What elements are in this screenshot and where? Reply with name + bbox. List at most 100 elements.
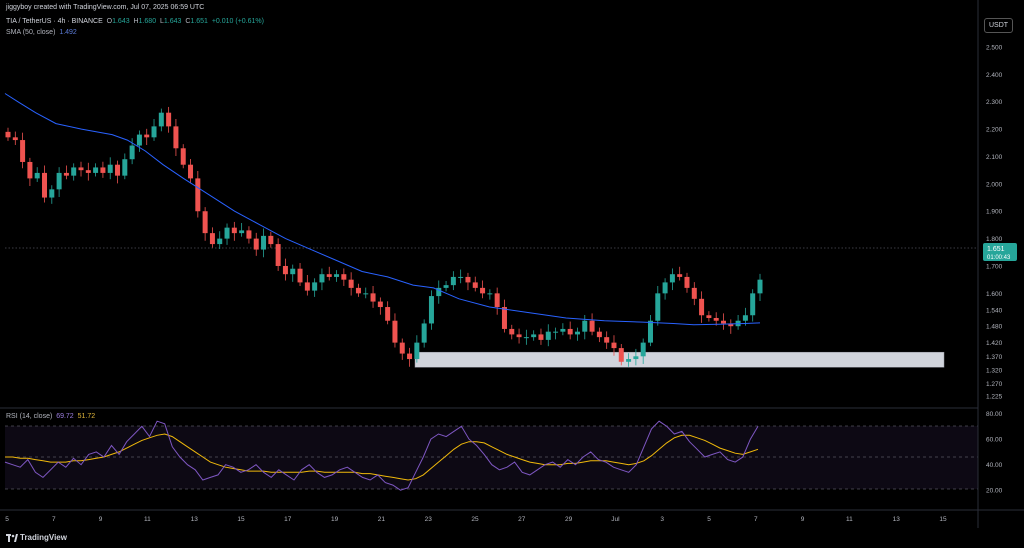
time-axis[interactable]: 5 7 9 11 13 15 17 19 21 23 25 27 29 Jul 3 5 7 9 11 13 15 bbox=[5, 516, 947, 523]
candle-body bbox=[253, 238, 259, 250]
candle-body bbox=[34, 172, 40, 179]
candle-body bbox=[662, 282, 668, 294]
candle-body bbox=[392, 320, 398, 343]
time-tick-label: 17 bbox=[284, 516, 292, 523]
currency-button[interactable]: USDT bbox=[984, 18, 1013, 33]
candle-body bbox=[377, 301, 383, 308]
candle-body bbox=[100, 167, 106, 173]
sma-legend[interactable]: SMA (50, close) 1.492 bbox=[6, 29, 77, 36]
candle-body bbox=[290, 268, 296, 275]
candle-body bbox=[93, 167, 99, 173]
candle-body bbox=[626, 359, 632, 362]
candle-body bbox=[85, 170, 91, 173]
sma-label[interactable]: SMA (50, close) bbox=[6, 29, 56, 36]
time-tick-label: 25 bbox=[471, 516, 479, 523]
time-tick-label: Jul bbox=[611, 516, 620, 523]
rsi-tick-label: 20.00 bbox=[986, 488, 1003, 495]
candle-body bbox=[618, 348, 624, 362]
candle-body bbox=[239, 230, 245, 234]
candle-body bbox=[750, 293, 756, 316]
sma-value: 1.492 bbox=[59, 29, 77, 36]
ohlc-h-label: H bbox=[133, 18, 139, 25]
rsi-axis[interactable]: 80.00 60.00 40.00 20.00 bbox=[986, 411, 1003, 495]
candle-body bbox=[713, 317, 719, 321]
candle-body bbox=[231, 227, 237, 234]
candle-body bbox=[122, 159, 128, 176]
price-tick-label: 1.800 bbox=[986, 236, 1003, 243]
candle-body bbox=[494, 293, 500, 308]
candle-body bbox=[261, 235, 267, 250]
candle-body bbox=[144, 134, 150, 138]
candle-body bbox=[151, 126, 157, 138]
time-tick-label: 23 bbox=[425, 516, 433, 523]
candle-body bbox=[480, 287, 486, 294]
ohlc-o-label: O bbox=[106, 18, 113, 25]
candle-body bbox=[275, 244, 281, 266]
price-panel[interactable] bbox=[4, 93, 978, 368]
candle-body bbox=[399, 342, 405, 354]
candle-body bbox=[158, 112, 164, 127]
candle-body bbox=[596, 331, 602, 338]
time-tick-label: 11 bbox=[846, 516, 853, 523]
ohlc-change: +0.010 (+0.61%) bbox=[211, 18, 264, 25]
time-tick-label: 15 bbox=[939, 516, 947, 523]
time-tick-label: 15 bbox=[237, 516, 245, 523]
badge-price: 1.651 bbox=[987, 246, 1005, 253]
symbol-name[interactable]: TIA / TetherUS · 4h · BINANCE bbox=[6, 18, 103, 25]
candle-body bbox=[699, 298, 705, 316]
candle-body bbox=[574, 331, 580, 335]
candle-body bbox=[78, 167, 84, 171]
candle-body bbox=[217, 238, 223, 245]
ohlc-c-label: C bbox=[185, 18, 191, 25]
price-tick-label: 1.420 bbox=[986, 340, 1003, 347]
candle-body bbox=[509, 328, 515, 335]
rsi-tick-label: 60.00 bbox=[986, 437, 1003, 444]
candles bbox=[5, 106, 763, 367]
rsi-legend[interactable]: RSI (14, close) 69.72 51.72 bbox=[6, 413, 95, 420]
candle-body bbox=[706, 315, 712, 318]
candle-body bbox=[246, 230, 252, 239]
candle-body bbox=[472, 282, 478, 288]
price-tick-label: 2.300 bbox=[986, 99, 1003, 106]
candle-body bbox=[312, 282, 318, 291]
candle-body bbox=[5, 131, 11, 138]
candle-body bbox=[443, 285, 449, 288]
price-tick-label: 1.900 bbox=[986, 209, 1003, 216]
price-axis[interactable]: 2.500 2.400 2.300 2.200 2.100 2.000 1.900 1.800… bbox=[986, 45, 1003, 401]
candle-body bbox=[297, 268, 303, 283]
candle-body bbox=[42, 172, 48, 198]
candle-body bbox=[487, 293, 493, 295]
candle-body bbox=[611, 342, 617, 349]
rsi-band-fill bbox=[5, 426, 978, 489]
candle-body bbox=[209, 233, 215, 245]
rsi-ma-value: 51.72 bbox=[77, 413, 96, 420]
candle-body bbox=[348, 279, 354, 288]
rsi-tick-label: 80.00 bbox=[986, 411, 1003, 418]
badge-countdown: 01:00:43 bbox=[987, 255, 1011, 261]
candle-body bbox=[560, 328, 566, 332]
candle-body bbox=[107, 164, 113, 173]
candle-body bbox=[180, 148, 186, 165]
candle-body bbox=[49, 189, 55, 198]
candle-body bbox=[458, 276, 464, 278]
price-tick-label: 1.540 bbox=[986, 307, 1003, 314]
time-tick-label: 3 bbox=[660, 516, 664, 523]
tradingview-logo-icon bbox=[6, 534, 18, 542]
price-tick-label: 1.370 bbox=[986, 354, 1003, 361]
candle-body bbox=[436, 287, 442, 297]
price-tick-label: 1.600 bbox=[986, 291, 1003, 298]
rsi-panel[interactable] bbox=[4, 420, 978, 491]
price-tick-label: 1.320 bbox=[986, 367, 1003, 374]
candle-body bbox=[421, 323, 427, 343]
symbol-legend[interactable]: TIA / TetherUS · 4h · BINANCE O1.643 H1.… bbox=[6, 18, 264, 25]
ohlc-high: 1.680 bbox=[138, 18, 157, 25]
candle-body bbox=[63, 172, 69, 176]
time-tick-label: 7 bbox=[52, 516, 56, 523]
rsi-label[interactable]: RSI (14, close) bbox=[6, 413, 53, 420]
candle-body bbox=[545, 331, 551, 340]
candle-body bbox=[224, 227, 230, 239]
candle-body bbox=[531, 334, 537, 338]
ohlc-l-label: L bbox=[160, 18, 164, 25]
time-tick-label: 19 bbox=[331, 516, 339, 523]
